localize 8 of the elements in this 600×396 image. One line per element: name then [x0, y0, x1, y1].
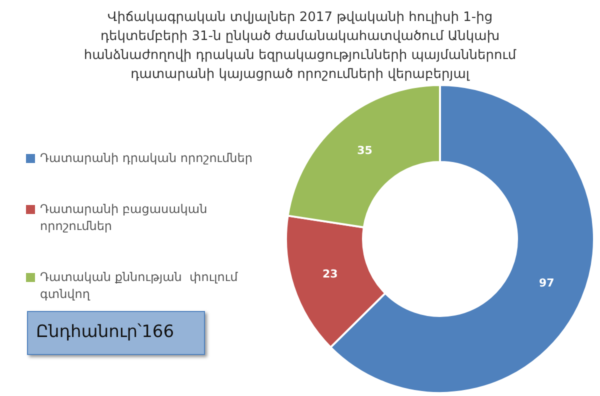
data-label: 23	[322, 268, 338, 281]
legend-label: Դատարանի դրական որոշումներ	[40, 150, 252, 167]
chart-title: Վիճակագրական տվյալներ 2017 թվականի հուլիսի 1-ից դեկտեմբերի 31-ն ընկած ժամանակահատվածում Անկախ հանձնաժողովի դրական եզրակացությունների պայմաններում դատարանի կայացրած որոշումների վերաբերյալ	[82, 9, 518, 84]
data-label: 35	[357, 144, 372, 158]
text: Ընդհանուր՝166	[27, 311, 205, 355]
legend-label: Դատական քննության փուլում գտնվող	[40, 269, 239, 303]
legend-label: Դատարանի բացասական որոշումներ	[40, 201, 208, 235]
data-label: 97	[538, 276, 554, 290]
